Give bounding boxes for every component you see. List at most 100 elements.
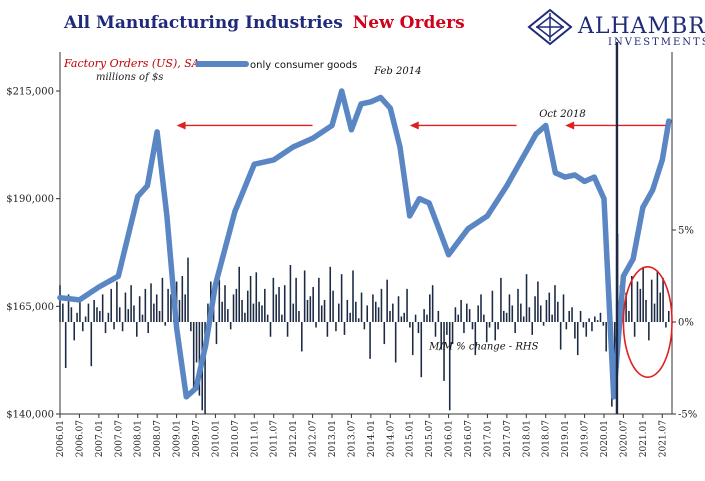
plot-frame bbox=[59, 52, 673, 415]
bar bbox=[576, 322, 579, 356]
bar bbox=[229, 322, 232, 330]
highlights bbox=[615, 42, 673, 414]
x-tick-label: 2019.07 bbox=[581, 420, 591, 457]
bar bbox=[414, 314, 417, 322]
bar bbox=[170, 294, 172, 322]
line-point bbox=[611, 394, 617, 400]
line-point bbox=[397, 144, 403, 150]
left-axis-ticks: $215,000 $190,000 $165,000 $140,000 bbox=[6, 87, 60, 421]
bar bbox=[642, 266, 644, 322]
bar bbox=[303, 270, 306, 322]
bar bbox=[241, 299, 243, 322]
bar bbox=[363, 322, 366, 330]
bar bbox=[400, 316, 403, 322]
bar bbox=[272, 277, 275, 322]
x-axis-ticks: 2006.01 2006.07 2007.01 2007.07 2008.01 2008.… bbox=[56, 414, 668, 457]
line-point bbox=[407, 213, 413, 219]
bar bbox=[545, 299, 548, 322]
bar bbox=[562, 294, 565, 322]
logo-subtitle: INVESTMENTS bbox=[608, 37, 705, 48]
bar bbox=[659, 292, 662, 322]
bar bbox=[494, 322, 497, 341]
bar bbox=[138, 296, 141, 322]
bar bbox=[548, 292, 551, 322]
x-tick-label: 2007.01 bbox=[95, 420, 105, 457]
bar bbox=[198, 322, 201, 396]
bar bbox=[96, 307, 98, 322]
line-point bbox=[630, 256, 636, 262]
line-point bbox=[523, 148, 529, 154]
line-point bbox=[183, 394, 189, 400]
chart-subtitle: millions of $s bbox=[96, 72, 163, 83]
bar bbox=[554, 285, 556, 322]
x-tick-label: 2010.07 bbox=[231, 420, 241, 457]
bar bbox=[508, 294, 511, 322]
line-point bbox=[212, 282, 219, 288]
bar bbox=[559, 322, 562, 350]
bar bbox=[645, 299, 647, 322]
line-point bbox=[649, 187, 656, 193]
bar bbox=[84, 316, 87, 322]
line-point bbox=[581, 178, 588, 185]
bar bbox=[360, 292, 363, 322]
bar bbox=[232, 294, 235, 322]
bar bbox=[283, 285, 286, 322]
line-point bbox=[455, 239, 461, 245]
right-tick-label: -5% bbox=[678, 410, 697, 421]
bar bbox=[144, 288, 147, 322]
left-tick-label: $165,000 bbox=[6, 302, 54, 313]
bar bbox=[392, 303, 394, 322]
bar bbox=[522, 316, 525, 322]
bar bbox=[366, 305, 369, 322]
x-tick-label: 2018.07 bbox=[542, 420, 552, 457]
bar bbox=[443, 322, 445, 381]
bar bbox=[62, 303, 64, 322]
x-tick-label: 2014.01 bbox=[367, 420, 377, 457]
bar bbox=[454, 307, 457, 322]
bar bbox=[215, 322, 218, 345]
bar bbox=[104, 322, 107, 334]
bar-series bbox=[59, 233, 670, 414]
bar bbox=[289, 264, 292, 322]
bar bbox=[190, 322, 192, 332]
bar bbox=[73, 322, 76, 341]
bar bbox=[613, 322, 616, 378]
bar bbox=[87, 303, 90, 322]
bar bbox=[648, 322, 650, 341]
x-tick-label: 2009.07 bbox=[192, 420, 202, 457]
line-point bbox=[76, 297, 83, 303]
line-point bbox=[339, 88, 345, 94]
annotations: Feb 2014 Oct 2018 M/M % change - RHS bbox=[373, 66, 586, 353]
bar bbox=[639, 288, 642, 322]
bar bbox=[505, 312, 508, 322]
line-point bbox=[601, 196, 607, 202]
x-tick-label: 2010.01 bbox=[211, 420, 221, 457]
bar bbox=[471, 322, 474, 330]
bar bbox=[406, 288, 408, 322]
bar bbox=[292, 303, 295, 322]
bar bbox=[187, 257, 189, 322]
bar bbox=[372, 294, 374, 322]
bar bbox=[457, 314, 460, 322]
bar bbox=[602, 322, 605, 326]
bar bbox=[500, 277, 502, 322]
bar bbox=[599, 312, 602, 322]
bar bbox=[323, 299, 326, 322]
bar bbox=[411, 322, 414, 356]
line-point bbox=[309, 135, 316, 141]
bar bbox=[67, 294, 70, 322]
line-point bbox=[57, 295, 63, 301]
bar bbox=[667, 310, 670, 322]
bar bbox=[417, 322, 420, 334]
bar bbox=[318, 277, 320, 322]
bar bbox=[389, 310, 391, 322]
bar bbox=[59, 285, 61, 322]
bar bbox=[301, 322, 303, 352]
x-tick-label: 2015.07 bbox=[425, 420, 435, 457]
line-point bbox=[562, 174, 568, 180]
x-tick-label: 2012.01 bbox=[289, 420, 299, 457]
right-axis-ticks: 5% 0% -5% bbox=[672, 226, 697, 421]
bar bbox=[596, 320, 599, 322]
bar bbox=[633, 322, 636, 337]
bar bbox=[130, 285, 132, 322]
